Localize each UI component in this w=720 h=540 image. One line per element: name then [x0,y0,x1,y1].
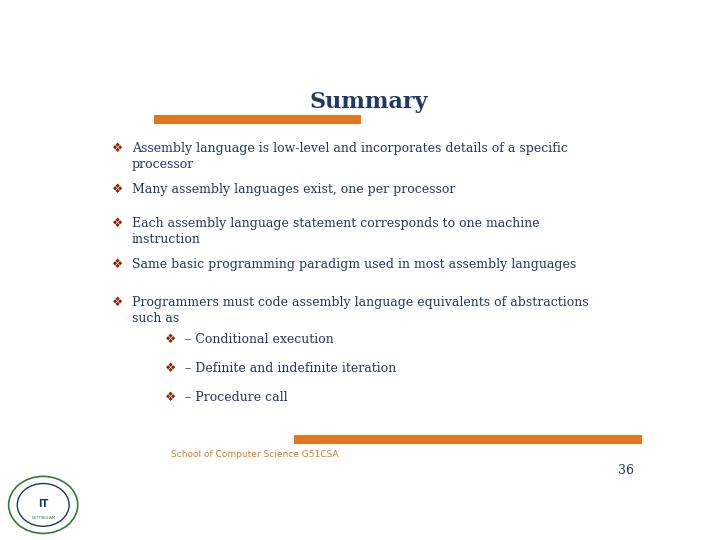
Text: ❖: ❖ [112,183,124,197]
Text: Summary: Summary [310,91,428,113]
Text: School of Computer Science G51CSA: School of Computer Science G51CSA [171,450,338,460]
Text: Same basic programming paradigm used in most assembly languages: Same basic programming paradigm used in … [132,258,576,271]
Text: ❖: ❖ [166,391,176,404]
Text: ❖: ❖ [112,258,124,271]
Text: ❖: ❖ [112,295,124,308]
Text: Many assembly languages exist, one per processor: Many assembly languages exist, one per p… [132,183,455,197]
Text: IT: IT [38,499,48,509]
Text: ❖: ❖ [166,333,176,346]
Text: ❖: ❖ [112,217,124,230]
Text: Assembly language is low-level and incorporates details of a specific
processor: Assembly language is low-level and incor… [132,141,568,171]
Text: Programmers must code assembly language equivalents of abstractions
such as: Programmers must code assembly language … [132,295,588,325]
Text: – Conditional execution: – Conditional execution [185,333,333,346]
Text: NOTTINGHAM: NOTTINGHAM [31,516,55,520]
Text: ❖: ❖ [112,141,124,155]
Text: ❖: ❖ [166,362,176,375]
Text: Each assembly language statement corresponds to one machine
instruction: Each assembly language statement corresp… [132,217,539,246]
Text: – Procedure call: – Procedure call [185,391,287,404]
Bar [154,114,361,124]
Bar [294,435,642,444]
Text: 36: 36 [618,464,634,477]
Text: – Definite and indefinite iteration: – Definite and indefinite iteration [185,362,396,375]
